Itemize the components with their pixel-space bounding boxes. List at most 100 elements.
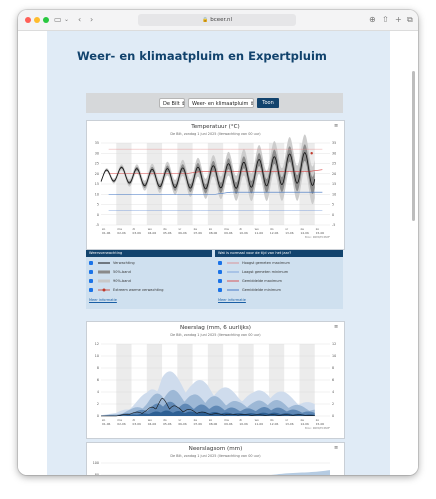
x-axis-day-label: wo bbox=[148, 418, 152, 422]
y-axis-tick-label: 25 bbox=[95, 162, 99, 166]
checkbox[interactable] bbox=[218, 279, 222, 283]
x-axis-date-label: 09-06 bbox=[224, 231, 233, 235]
close-window-button[interactable] bbox=[25, 17, 31, 23]
selection-form: De Bilt ⇕ Weer- en klimaatpluim ⇕ Toon bbox=[86, 93, 343, 113]
legend-item-label: Gemiddelde maximum bbox=[242, 279, 282, 283]
line-swatch-icon bbox=[227, 280, 239, 282]
legend-panel: Weersverwachting Wat is normaal voor de … bbox=[86, 250, 343, 309]
legend-right-header: Wat is normaal voor de tijd van het jaar… bbox=[215, 250, 343, 257]
y-axis-tick-label: 80 bbox=[95, 473, 99, 475]
new-tab-icon[interactable]: + bbox=[395, 15, 402, 24]
x-axis-date-label: 14-06 bbox=[300, 422, 309, 426]
minimize-window-button[interactable] bbox=[34, 17, 40, 23]
chart-menu-icon[interactable]: ≡ bbox=[334, 324, 339, 330]
y-axis-tick-label: 10 bbox=[95, 192, 99, 196]
x-axis-date-label: 10-06 bbox=[239, 231, 248, 235]
precipitation-chart-title: Neerslag (mm, 6 uurlijks) bbox=[180, 325, 251, 331]
x-axis-date-label: 07-06 bbox=[194, 231, 203, 235]
chevron-updown-icon: ⇕ bbox=[181, 101, 186, 107]
y-axis-right-tick-label: 0 bbox=[332, 213, 334, 217]
x-axis-date-label: 08-06 bbox=[209, 422, 218, 426]
x-axis-date-label: 12-06 bbox=[270, 422, 279, 426]
y-axis-right-tick-label: 10 bbox=[332, 354, 336, 358]
x-axis-day-label: ma bbox=[224, 418, 229, 422]
y-axis-tick-label: 0 bbox=[97, 414, 99, 418]
x-axis-date-label: 09-06 bbox=[224, 422, 233, 426]
y-axis-tick-label: 30 bbox=[95, 151, 99, 155]
x-axis-date-label: 01-06 bbox=[102, 231, 111, 235]
y-axis-tick-label: 20 bbox=[95, 172, 99, 176]
y-axis-tick-label: 35 bbox=[95, 141, 99, 145]
y-axis-right-tick-label: 10 bbox=[332, 192, 336, 196]
tab-overview-icon[interactable]: ⧉ bbox=[407, 15, 413, 24]
x-axis-date-label: 06-06 bbox=[178, 422, 187, 426]
y-axis-right-tick-label: 15 bbox=[332, 182, 336, 186]
legend-item-label: Hoogst gemeten maximum bbox=[242, 261, 290, 265]
forecast-line bbox=[101, 397, 315, 417]
back-icon[interactable]: ‹ bbox=[78, 15, 82, 24]
x-axis-day-label: za bbox=[194, 227, 198, 231]
x-axis-day-label: zo bbox=[316, 418, 320, 422]
chart-menu-icon[interactable]: ≡ bbox=[334, 123, 339, 129]
x-axis-date-label: 03-06 bbox=[133, 422, 142, 426]
y-axis-right-tick-label: 6 bbox=[332, 378, 334, 382]
y-axis-tick-label: 4 bbox=[97, 390, 99, 394]
x-axis-date-label: 08-06 bbox=[209, 231, 218, 235]
x-axis-day-label: zo bbox=[102, 418, 106, 422]
marker-swatch-icon bbox=[98, 288, 110, 292]
location-select[interactable]: De Bilt ⇕ bbox=[159, 98, 185, 108]
checkbox[interactable] bbox=[89, 270, 93, 274]
x-axis-date-label: 15-06 bbox=[316, 422, 325, 426]
legend-item-label: Laagst gemeten minimum bbox=[242, 270, 289, 274]
y-axis-right-tick-label: 12 bbox=[332, 342, 336, 346]
y-axis-tick-label: -5 bbox=[96, 223, 99, 227]
legend-item-label: Gemiddelde minimum bbox=[242, 288, 281, 292]
y-axis-right-tick-label: 2 bbox=[332, 402, 334, 406]
cumulative-chart-subtitle: De Bilt, zondag 1 juni 2025 (Verwachting… bbox=[170, 454, 261, 458]
more-info-link[interactable]: Meer informatie bbox=[89, 298, 117, 302]
download-icon[interactable]: ⊕ bbox=[369, 15, 376, 24]
x-axis-day-label: zo bbox=[102, 227, 106, 231]
zoom-window-button[interactable] bbox=[43, 17, 49, 23]
checkbox[interactable] bbox=[89, 261, 93, 265]
x-axis-date-label: 11-06 bbox=[255, 231, 264, 235]
legend-item-label: Extreem warme verwachting bbox=[113, 288, 164, 292]
x-axis-day-label: di bbox=[133, 227, 136, 231]
browser-toolbar: ▭ ⌄ ‹ › 🔒 bceer.nl ⊕ ⇧ + ⧉ bbox=[18, 10, 418, 31]
location-select-value: De Bilt bbox=[163, 101, 180, 107]
x-axis-date-label: 13-06 bbox=[285, 231, 294, 235]
y-axis-tick-label: 10 bbox=[95, 354, 99, 358]
chart-credit: Bron: KNMI/ECMWF bbox=[305, 235, 330, 239]
page-scrollbar[interactable] bbox=[412, 71, 415, 221]
y-axis-right-tick-label: 25 bbox=[332, 162, 336, 166]
more-info-link[interactable]: Meer informatie bbox=[218, 298, 246, 302]
checkbox[interactable] bbox=[218, 270, 222, 274]
checkbox[interactable] bbox=[89, 279, 93, 283]
product-select-value: Weer- en klimaatpluim bbox=[192, 101, 249, 107]
x-axis-day-label: zo bbox=[209, 227, 213, 231]
chevron-down-icon[interactable]: ⌄ bbox=[64, 16, 70, 23]
x-axis-day-label: zo bbox=[209, 418, 213, 422]
checkbox[interactable] bbox=[218, 288, 222, 292]
product-select[interactable]: Weer- en klimaatpluim ⇕ bbox=[188, 98, 254, 108]
legend-item-label: 90%-band bbox=[113, 279, 131, 283]
browser-window: ▭ ⌄ ‹ › 🔒 bceer.nl ⊕ ⇧ + ⧉ Weer- en klima… bbox=[18, 10, 418, 475]
y-axis-tick-label: 5 bbox=[97, 203, 99, 207]
forward-icon[interactable]: › bbox=[90, 15, 94, 24]
x-axis-day-label: wo bbox=[148, 227, 152, 231]
x-axis-date-label: 04-06 bbox=[148, 422, 157, 426]
checkbox[interactable] bbox=[89, 288, 93, 292]
sidebar-icon[interactable]: ▭ bbox=[54, 15, 62, 24]
checkbox[interactable] bbox=[218, 261, 222, 265]
lock-icon: 🔒 bbox=[201, 17, 209, 23]
y-axis-tick-label: 0 bbox=[97, 213, 99, 217]
legend-item-label: Verwachting bbox=[113, 261, 135, 265]
x-axis-day-label: ma bbox=[224, 227, 229, 231]
x-axis-day-label: ma bbox=[117, 227, 122, 231]
submit-button[interactable]: Toon bbox=[257, 98, 279, 108]
share-icon[interactable]: ⇧ bbox=[382, 15, 389, 24]
chart-menu-icon[interactable]: ≡ bbox=[334, 445, 339, 451]
address-bar[interactable]: 🔒 bceer.nl bbox=[138, 14, 296, 26]
